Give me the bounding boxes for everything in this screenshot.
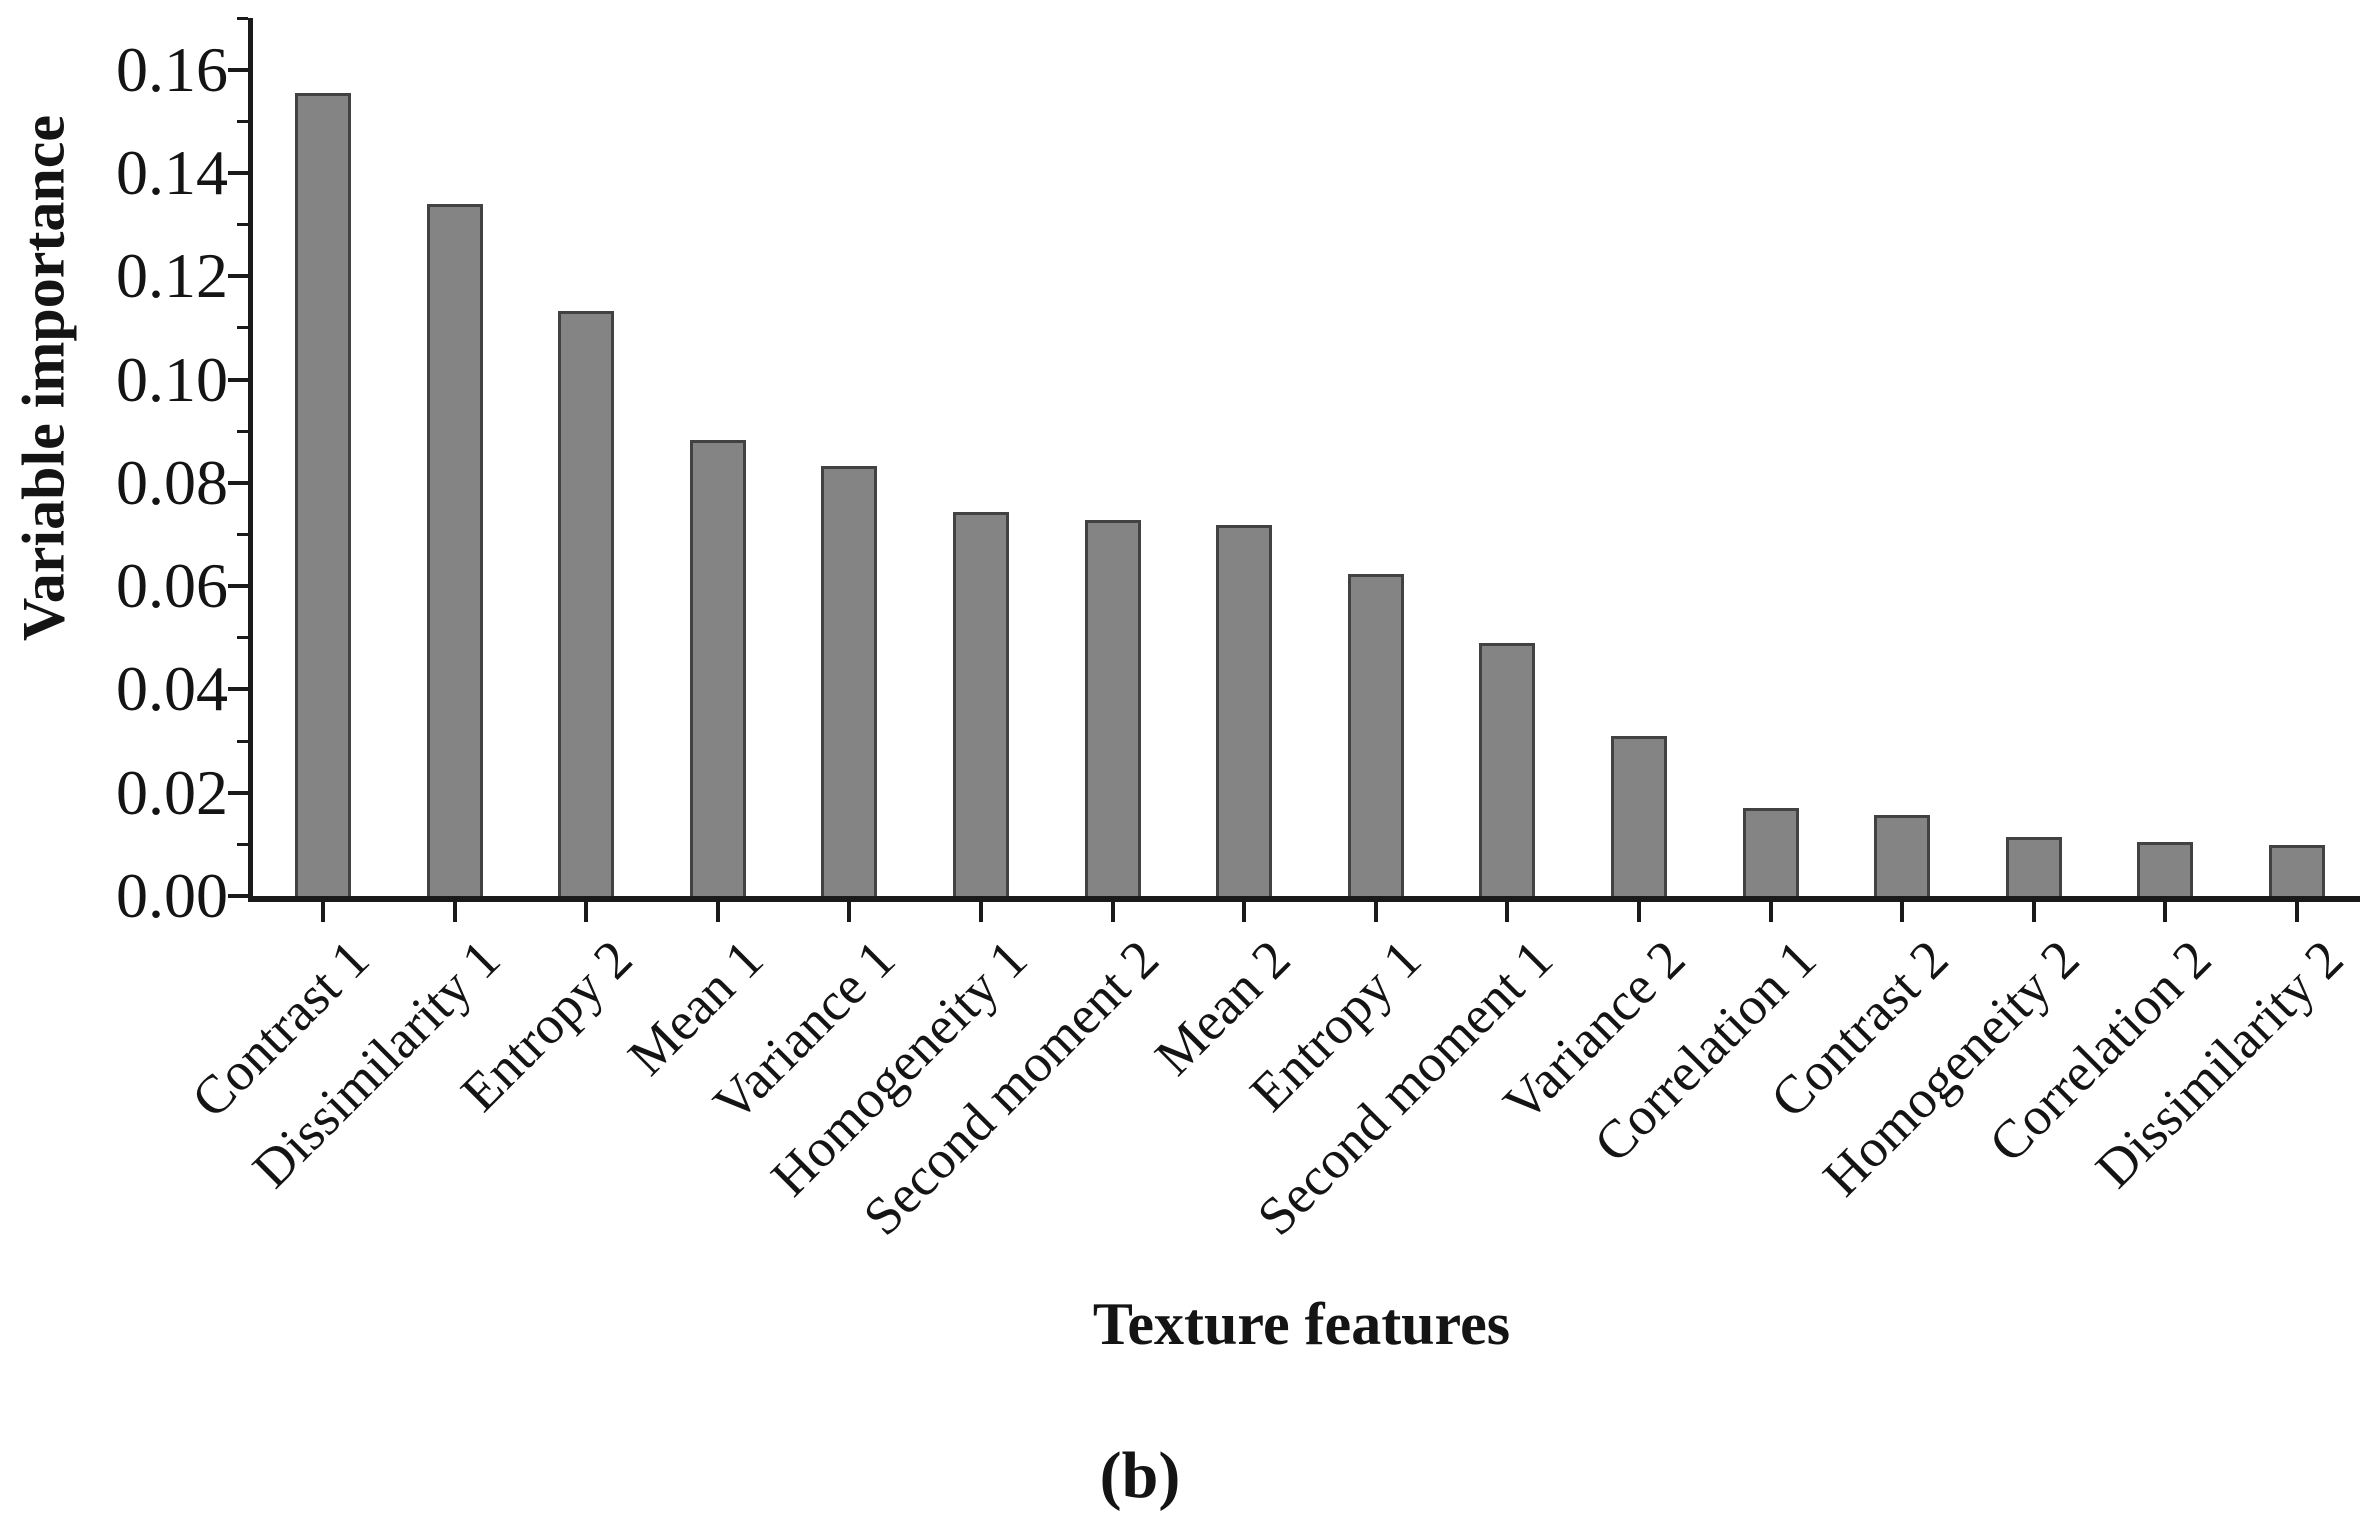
y-minor-tick <box>237 636 248 640</box>
bar <box>1216 525 1273 896</box>
bar <box>1479 643 1536 896</box>
y-minor-tick <box>237 429 248 433</box>
bar <box>426 204 483 896</box>
y-major-tick <box>228 790 248 795</box>
x-tick <box>2031 902 2036 922</box>
x-tick <box>1110 902 1115 922</box>
x-tick <box>715 902 720 922</box>
y-tick-label: 0.14 <box>116 136 228 208</box>
bar <box>2005 837 2062 896</box>
x-tick <box>1768 902 1773 922</box>
y-tick-label: 0.06 <box>116 550 228 622</box>
y-tick-label: 0.16 <box>116 33 228 105</box>
figure-caption: (b) <box>1099 1439 1181 1512</box>
bar <box>2137 842 2194 896</box>
bar <box>1347 574 1404 896</box>
bar <box>1874 815 1931 896</box>
bar <box>1611 736 1667 896</box>
y-tick-label: 0.04 <box>116 653 228 725</box>
bar <box>1742 808 1799 896</box>
x-tick <box>1900 902 1905 922</box>
x-tick <box>847 902 852 922</box>
x-tick <box>1242 902 1247 922</box>
bar <box>295 93 351 896</box>
y-tick-label: 0.12 <box>116 240 228 312</box>
x-tick <box>1373 902 1378 922</box>
y-minor-tick <box>237 532 248 536</box>
y-tick-label: 0.02 <box>116 756 228 828</box>
y-minor-tick <box>237 119 248 123</box>
y-tick-label: 0.10 <box>116 343 228 415</box>
y-minor-tick <box>237 326 248 330</box>
x-tick <box>321 902 325 922</box>
y-major-tick <box>228 584 248 589</box>
bar <box>2269 845 2325 896</box>
y-tick-label: 0.08 <box>116 446 228 518</box>
x-tick <box>1505 902 1510 922</box>
y-major-tick <box>228 67 248 72</box>
y-minor-tick <box>237 16 248 20</box>
y-major-tick <box>228 170 248 175</box>
x-axis-title: Texture features <box>1092 1291 1511 1357</box>
bar <box>821 466 878 896</box>
y-major-tick <box>228 894 248 898</box>
y-major-tick <box>228 377 248 382</box>
y-major-tick <box>228 687 248 692</box>
bar <box>1084 520 1141 896</box>
plot-area <box>228 16 2360 902</box>
y-minor-tick <box>237 223 248 227</box>
x-tick <box>2163 902 2168 922</box>
x-tick <box>452 902 457 922</box>
y-minor-tick <box>237 739 248 743</box>
x-tick <box>979 902 983 922</box>
y-tick-label: 0.00 <box>116 860 228 931</box>
bar <box>953 512 1009 896</box>
y-major-tick <box>228 480 248 485</box>
y-minor-tick <box>237 842 248 846</box>
y-major-tick <box>228 274 248 279</box>
x-tick <box>584 902 589 922</box>
bar <box>558 311 615 896</box>
x-tick <box>2295 902 2299 922</box>
bar <box>689 440 746 896</box>
x-tick <box>1637 902 1641 922</box>
